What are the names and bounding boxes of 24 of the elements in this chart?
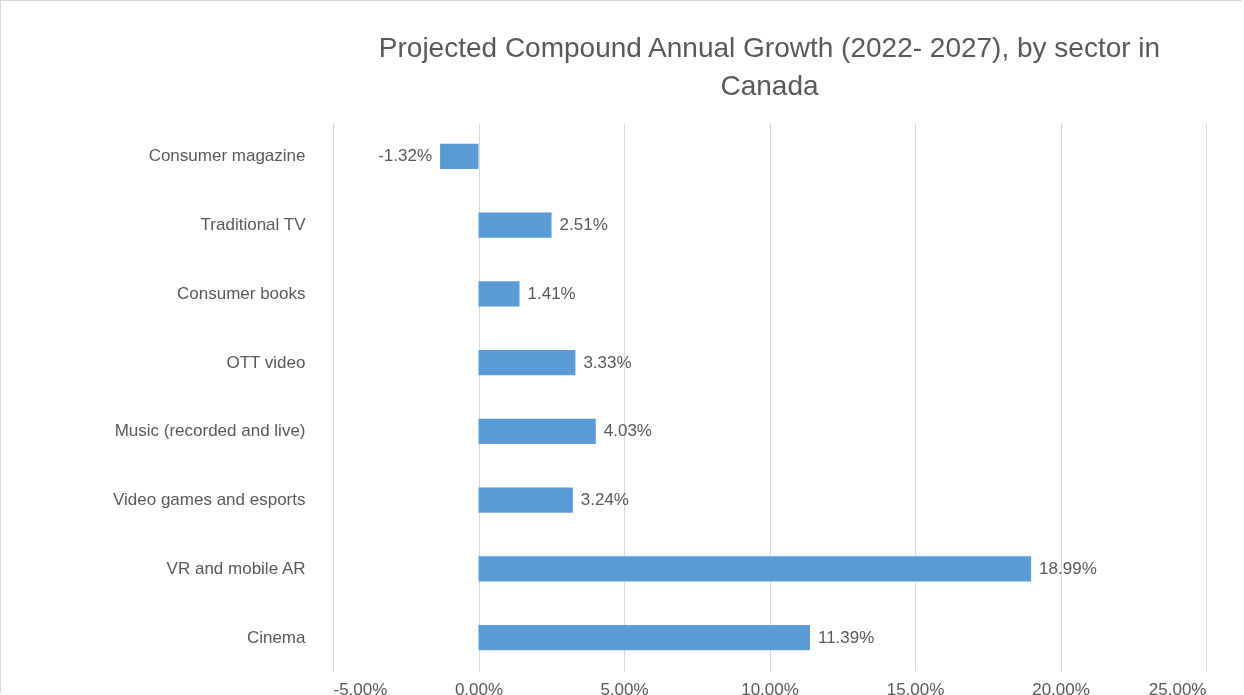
y-tick-label: Consumer books bbox=[176, 283, 306, 303]
y-tick-label: OTT video bbox=[226, 352, 306, 372]
y-tick-label: Cinema bbox=[246, 627, 307, 647]
x-tick-label: 5.00% bbox=[600, 679, 649, 695]
data-label: 4.03% bbox=[603, 421, 652, 441]
x-tick-label: -5.00% bbox=[333, 679, 388, 695]
data-label: 1.41% bbox=[527, 283, 576, 303]
x-tick-label: 25.00% bbox=[1148, 679, 1207, 695]
data-label: 11.39% bbox=[817, 627, 875, 647]
x-tick-label: 20.00% bbox=[1032, 679, 1090, 695]
data-label: -1.32% bbox=[378, 146, 433, 166]
data-label: 3.24% bbox=[580, 490, 629, 510]
data-label: 3.33% bbox=[583, 352, 632, 372]
y-tick-label: VR and mobile AR bbox=[166, 558, 306, 578]
x-tick-label: 0.00% bbox=[454, 679, 504, 695]
y-tick-label: Consumer magazine bbox=[148, 146, 306, 166]
data-label: 18.99% bbox=[1039, 558, 1097, 578]
y-tick-label: Video games and esports bbox=[113, 490, 306, 510]
y-tick-label: Music (recorded and live) bbox=[114, 421, 306, 441]
data-label: 2.51% bbox=[559, 215, 608, 235]
chart-title: Projected Compound Annual Growth (2022- 2027), by sector in Canada bbox=[378, 32, 1161, 101]
x-tick-label: 15.00% bbox=[886, 679, 945, 695]
y-tick-label: Traditional TV bbox=[200, 215, 307, 235]
x-tick-label: 10.00% bbox=[741, 679, 799, 695]
